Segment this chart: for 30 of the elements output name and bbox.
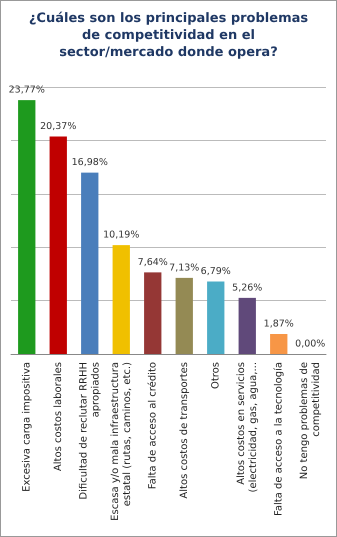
x-tick-label: Falta de acceso a la tecnología [273, 362, 284, 516]
x-tick-label: No tengo problemas de competitividad [298, 362, 322, 480]
data-label: 23,77% [8, 84, 45, 96]
x-tick-label: Excesiva carga impositiva [21, 362, 32, 492]
bar [50, 136, 67, 354]
x-tick-label: Otros [210, 362, 222, 390]
data-label: 7,13% [169, 262, 200, 274]
data-label: 0,00% [295, 338, 326, 350]
bar [81, 172, 98, 354]
bar [270, 334, 288, 354]
data-label: 1,87% [264, 318, 294, 330]
bar [207, 281, 224, 354]
x-tick-label: Altos costos en servicios (electricidad, gas, agua,... [236, 362, 259, 492]
x-tick-label: Dificultad de reclutar RRHH apropiados [78, 362, 102, 500]
x-tick-label: Escasa y/o mala infraestructura estatal (rutas, caminos, etc.) [110, 362, 133, 521]
bar [144, 272, 162, 354]
bar [238, 298, 256, 354]
x-tick-label: Falta de acceso al crédito [147, 362, 158, 490]
data-label: 5,26% [232, 282, 262, 294]
data-label: 20,37% [40, 120, 76, 132]
bar [18, 100, 36, 354]
bar [176, 278, 193, 354]
data-label: 16,98% [72, 157, 108, 168]
x-tick-label: Altos costos laborales [52, 362, 64, 472]
data-label: 6,79% [200, 266, 231, 277]
data-label: 10,19% [103, 230, 140, 241]
x-tick-label: Altos costos de transportes [178, 362, 190, 499]
chart-title: ¿Cuáles son los principales problemas de competitividad en el sector/mercado donde opera? [28, 11, 308, 60]
bar [112, 245, 130, 354]
data-label: 7,64% [138, 256, 168, 268]
